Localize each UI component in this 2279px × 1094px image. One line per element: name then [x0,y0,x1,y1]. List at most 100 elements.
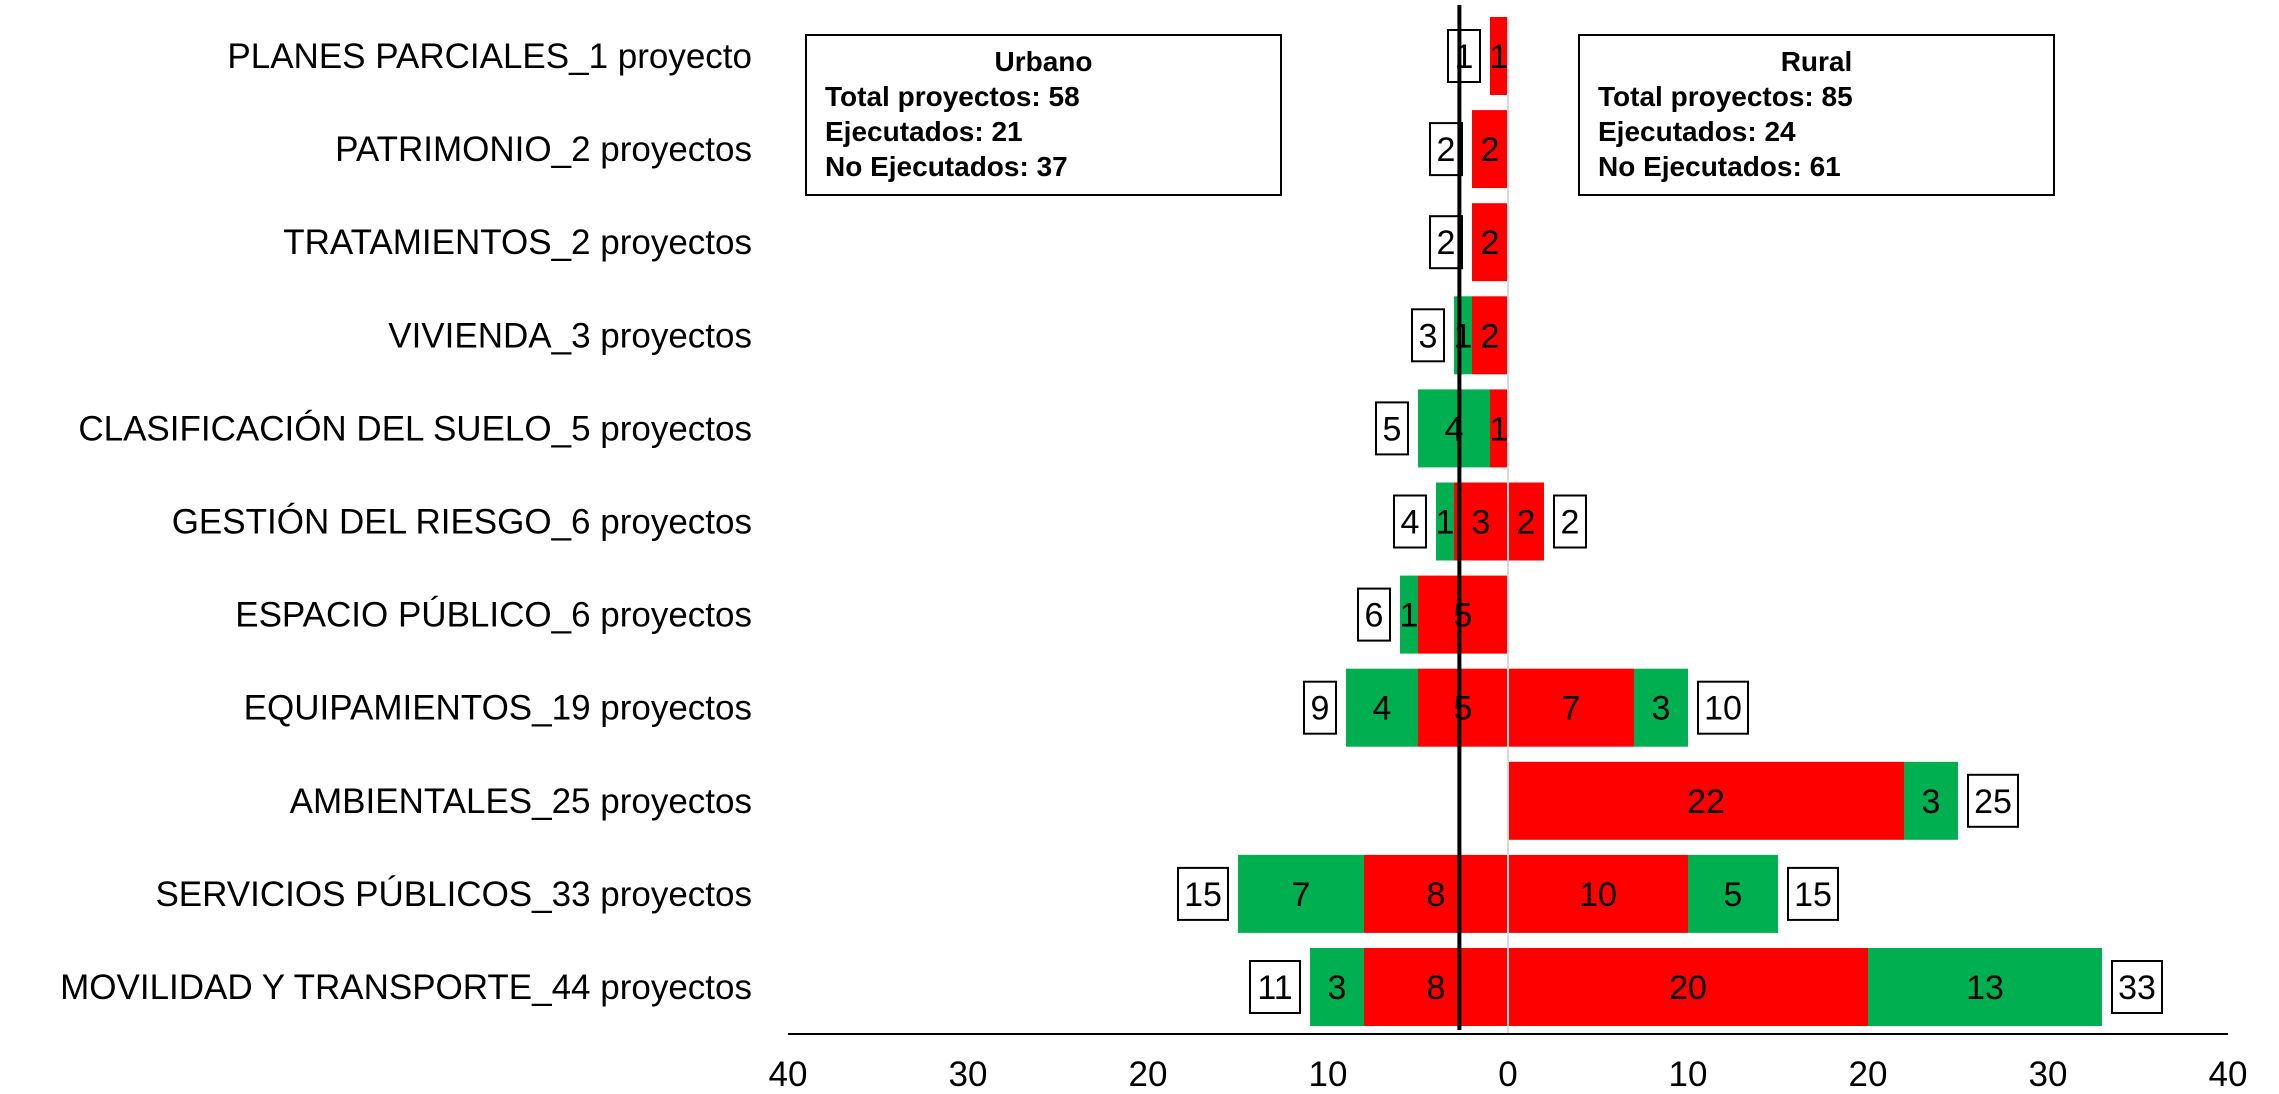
rural-total-label: 2 [1561,504,1580,542]
urban-total-label: 5 [1383,410,1402,448]
urban-not-executed-label: 5 [1454,597,1473,635]
x-tick-label: 30 [2029,1055,2068,1094]
rural-total-label: 10 [1704,690,1742,728]
urban-not-executed-bar [1364,854,1508,933]
urban-not-executed-label: 8 [1427,969,1446,1007]
urban-not-executed-bar [1472,203,1508,282]
category-label: TRATAMIENTOS_2 proyectos [283,223,752,262]
rural-total-label-box [1787,866,1839,921]
urban-total-label: 2 [1437,131,1456,169]
urban-summary-box: Urbano Total proyectos: 58 Ejecutados: 2… [805,34,1282,196]
urban-total-label: 1 [1455,38,1474,76]
rural-executed-bar [1634,668,1688,747]
urban-executed-label: 3 [1328,969,1347,1007]
urban-not-executed-bar [1490,389,1508,468]
category-label: PLANES PARCIALES_1 proyecto [227,37,752,76]
rural-total-projects: Total proyectos: 85 [1598,81,1853,112]
urban-total-label-box [1375,401,1409,456]
category-label: EQUIPAMIENTOS_19 proyectos [244,689,752,728]
urban-total-label: 11 [1257,969,1292,1007]
rural-summary-box: Rural Total proyectos: 85 Ejecutados: 24… [1578,34,2055,196]
urban-executed-bar [1346,668,1418,747]
rural-executed-bar [1868,948,2102,1026]
urban-not-executed-label: 1 [1490,410,1509,448]
urban-not-executed-label: 8 [1427,876,1446,914]
urban-total-label-box [1411,308,1445,363]
urban-executed: Ejecutados: 21 [825,116,1023,147]
urban-total-label: 15 [1184,876,1222,914]
urban-total-label-box [1357,587,1391,642]
urban-not-executed-bar [1418,575,1508,654]
rural-executed-label: 13 [1966,969,2004,1007]
urban-executed-bar [1238,854,1364,933]
rural-not-executed-label: 22 [1687,783,1725,821]
urban-total-label: 3 [1419,317,1438,355]
urban-total-label-box [1177,866,1229,921]
urban-total-label-box [1393,494,1427,549]
category-label: SERVICIOS PÚBLICOS_33 proyectos [155,875,752,914]
urban-total-label-box [1429,122,1463,177]
urban-executed-bar [1310,948,1364,1026]
category-label: ESPACIO PÚBLICO_6 proyectos [235,596,752,635]
urban-not-executed-label: 1 [1490,38,1509,76]
x-tick-label: 30 [949,1055,988,1094]
category-label: CLASIFICACIÓN DEL SUELO_5 proyectos [78,409,752,448]
rural-not-executed-bar [1508,668,1634,747]
urban-total-label-box [1249,960,1301,1014]
urban-executed-label: 4 [1373,690,1392,728]
rural-executed-bar [1904,761,1958,840]
urban-executed-bar [1418,389,1490,468]
x-tick-label: 0 [1498,1055,1517,1094]
urban-not-executed-label: 2 [1481,224,1500,262]
urban-not-executed-bar [1490,17,1508,95]
rural-executed-bar [1688,854,1778,933]
urban-box-title: Urbano [994,46,1093,77]
urban-executed-bar [1436,482,1454,561]
rural-total-label-box [2111,960,2163,1014]
category-label: AMBIENTALES_25 proyectos [290,782,752,821]
rural-box-title: Rural [1780,46,1853,77]
urban-not-executed-label: 2 [1481,317,1500,355]
urban-executed-label: 1 [1454,317,1473,355]
rural-total-label-box [1553,494,1587,549]
urban-not-executed-label: 3 [1472,504,1491,542]
urban-not-executed-label: 5 [1454,690,1473,728]
rural-not-executed-label: 20 [1669,969,1707,1007]
urban-total-projects: Total proyectos: 58 [825,81,1080,112]
x-tick-label: 10 [1309,1055,1348,1094]
rural-executed-label: 5 [1724,876,1743,914]
urban-not-executed: No Ejecutados: 37 [825,151,1068,182]
urban-not-executed-bar [1454,482,1508,561]
rural-total-label: 15 [1794,876,1832,914]
urban-total-label: 4 [1401,504,1420,542]
rural-executed-label: 3 [1652,690,1671,728]
urban-total-label: 6 [1365,597,1384,635]
urban-total-label: 9 [1311,690,1330,728]
x-tick-label: 20 [1849,1055,1888,1094]
urban-not-executed-label: 2 [1481,131,1500,169]
urban-total-label-box [1429,215,1463,270]
category-label: MOVILIDAD Y TRANSPORTE_44 proyectos [60,968,752,1007]
rural-not-executed-bar [1508,948,1868,1026]
rural-total-label-box [1697,680,1749,735]
rural-not-executed-bar [1508,761,1904,840]
urban-executed-label: 7 [1292,876,1311,914]
urban-not-executed-bar [1418,668,1508,747]
rural-not-executed-label: 10 [1579,876,1617,914]
urban-total-label-box [1303,680,1337,735]
rural-executed: Ejecutados: 24 [1598,116,1796,147]
urban-not-executed-bar [1472,296,1508,375]
urban-executed-label: 1 [1400,597,1419,635]
rural-total-label: 25 [1974,783,2012,821]
rural-not-executed-bar [1508,854,1688,933]
urban-total-label-box [1447,29,1481,83]
urban-not-executed-bar [1472,110,1508,189]
rural-total-label: 33 [2118,969,2156,1007]
category-label: GESTIÓN DEL RIESGO_6 proyectos [172,503,752,542]
urban-executed-label: 1 [1436,504,1455,542]
x-tick-label: 40 [769,1055,808,1094]
x-tick-label: 40 [2209,1055,2248,1094]
rural-executed-label: 3 [1922,783,1941,821]
rural-not-executed-bar [1508,482,1544,561]
